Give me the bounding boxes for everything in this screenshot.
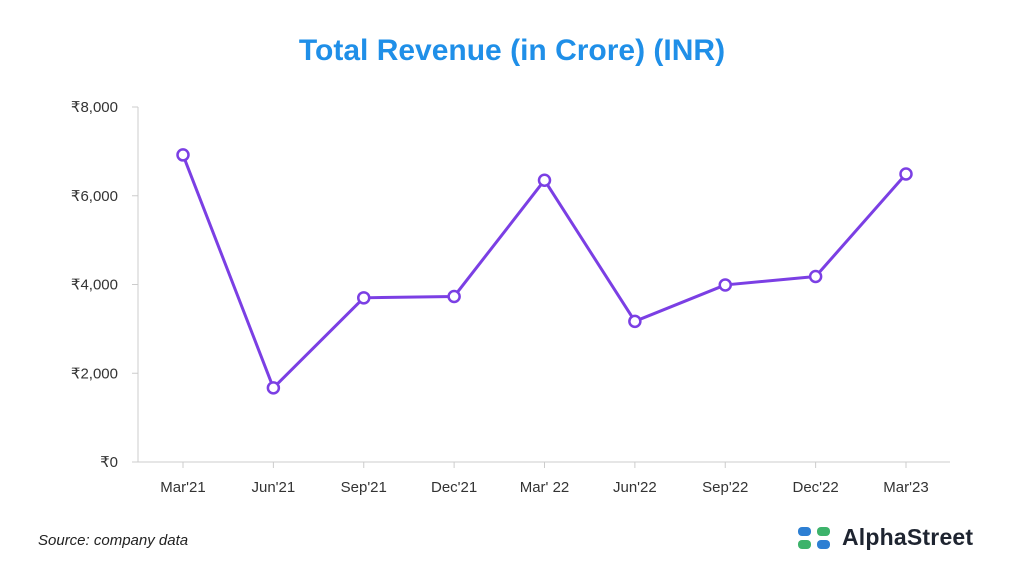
data-point[interactable] <box>537 173 552 187</box>
data-point[interactable] <box>357 291 371 305</box>
data-point[interactable] <box>266 381 281 395</box>
x-tick-label: Mar'23 <box>883 479 928 496</box>
x-tick-label: Sep'22 <box>702 479 748 496</box>
data-point[interactable] <box>628 314 642 329</box>
chart-title: Total Revenue (in Crore) (INR) <box>298 34 726 67</box>
y-tick-label: ₹2,000 <box>71 365 118 382</box>
alphastreet-logo-icon <box>798 526 830 549</box>
x-tick-label: Dec'21 <box>431 479 477 496</box>
y-tick-label: ₹8,000 <box>71 99 118 116</box>
x-tick-label: Jun'21 <box>252 479 296 496</box>
brand-name: AlphaStreet <box>842 524 974 550</box>
x-tick-label: Sep'21 <box>341 479 387 496</box>
brand-logo: AlphaStreet <box>796 524 973 551</box>
source-note: Source: company data <box>38 532 189 549</box>
y-tick-label: ₹4,000 <box>71 277 118 294</box>
data-point[interactable] <box>899 167 913 181</box>
x-tick-label: Jun'22 <box>613 479 657 496</box>
data-point[interactable] <box>447 289 461 304</box>
x-tick-label: Mar' 22 <box>520 479 570 496</box>
x-tick-label: Mar'21 <box>160 479 205 496</box>
data-point[interactable] <box>718 278 732 292</box>
y-tick-label: ₹0 <box>100 454 118 471</box>
series-line <box>181 154 908 390</box>
y-tick-label: ₹6,000 <box>71 188 118 205</box>
data-point[interactable] <box>808 269 823 284</box>
x-tick-label: Dec'22 <box>793 479 839 496</box>
data-point[interactable] <box>176 148 190 162</box>
